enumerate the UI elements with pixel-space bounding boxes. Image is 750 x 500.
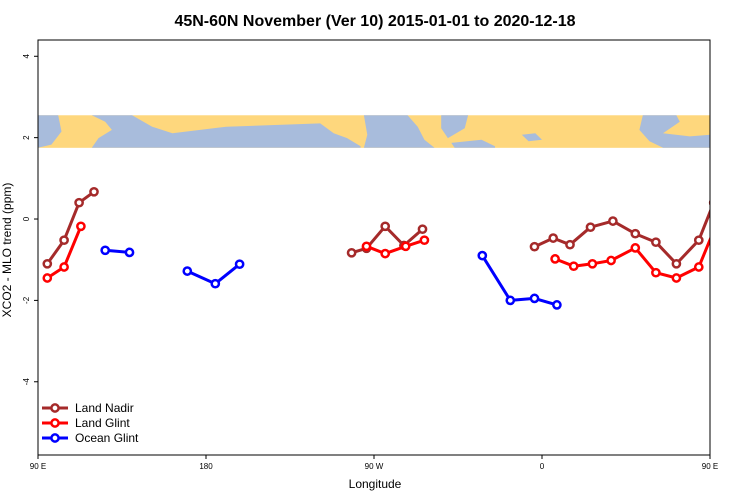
legend-swatch-marker [50,403,60,413]
data-point-land-nadir [565,239,575,250]
series-land-glint [42,221,719,283]
data-point-land-glint [606,255,616,266]
series-line-land-glint [365,238,425,256]
data-point-ocean-glint [100,245,111,256]
data-point-land-nadir [346,247,357,258]
data-point-land-nadir [693,235,704,246]
data-point-land-glint [419,235,430,246]
y-axis-label: XCO2 - MLO trend (ppm) [0,183,14,318]
data-point-land-glint [400,241,411,252]
data-point-land-glint [712,223,719,230]
map-band-ocean [91,115,361,148]
data-point-land-glint [42,273,53,283]
plot-frame [37,39,711,456]
data-point-ocean-glint [477,250,488,261]
y-tick-label: -4 [22,378,31,386]
data-point-land-nadir [42,258,53,269]
y-tick-label: 2 [22,135,31,140]
map-band-ocean [521,133,542,142]
x-tick-label: 90 E [30,462,46,471]
data-point-land-glint [380,248,391,259]
x-tick-label: 90 W [365,462,384,471]
map-band-ocean [639,115,710,148]
legend-label: Land Nadir [75,401,134,415]
data-point-land-nadir [671,258,682,269]
data-point-land-glint [651,267,661,278]
data-point-land-nadir [417,224,428,235]
map-band [38,115,710,148]
data-point-land-nadir [725,188,732,195]
data-point-land-glint [550,254,560,264]
map-band-ocean [38,115,62,148]
legend-item-land-nadir: Land Nadir [42,401,134,415]
data-point-ocean-glint [210,278,221,289]
data-point-ocean-glint [552,300,562,310]
x-tick-label: 0 [540,462,545,471]
series-line-land-nadir [533,207,710,266]
data-point-ocean-glint [736,247,743,254]
data-point-land-nadir [529,241,540,252]
data-point-land-glint [630,243,641,253]
series-ocean-glint [100,245,750,310]
y-axis: -4 -2 0 2 4 [22,54,38,386]
data-point-ocean-glint [182,266,193,276]
data-point-land-nadir [59,235,69,246]
data-point-ocean-glint [124,247,135,258]
y-tick-label: 4 [22,54,31,59]
chart-title: 45N-60N November (Ver 10) 2015-01-01 to … [174,13,575,30]
map-band-ocean [451,139,495,148]
data-point-land-nadir [548,233,559,243]
legend-label: Land Glint [75,416,130,430]
legend-swatch-marker [50,433,60,443]
y-tick-label: 0 [22,216,31,221]
data-point-ocean-glint [234,259,245,270]
data-point-land-nadir [74,197,84,208]
x-axis-label: Longitude [349,477,402,491]
data-point-land-nadir [585,222,596,233]
data-point-land-glint [671,273,682,283]
series-line-land-nadir [46,190,95,265]
data-point-land-nadir [380,221,391,232]
data-point-land-glint [693,262,704,272]
data-point-land-glint [59,262,69,272]
series-layer [42,186,750,310]
legend-item-land-glint: Land Glint [42,416,130,430]
data-point-land-nadir [89,186,99,197]
data-point-land-glint [568,261,579,272]
series-line-ocean-glint [481,254,558,307]
x-tick-label: 180 [199,462,213,471]
data-point-land-glint [587,258,598,269]
x-tick-label: 90 E [702,462,718,471]
x-axis: 90 E 180 90 W 0 90 E [30,455,718,471]
map-band-ocean [363,115,435,148]
legend-label: Ocean Glint [75,431,139,445]
data-point-land-nadir [708,199,710,206]
data-point-ocean-glint [505,295,516,306]
series-line-ocean-glint [740,250,750,252]
data-point-land-nadir [630,228,641,239]
data-point-land-nadir [651,237,661,248]
y-tick-label: -2 [22,296,31,304]
legend-item-ocean-glint: Ocean Glint [42,431,139,445]
legend-swatch-marker [50,418,60,428]
data-point-land-glint [361,241,372,252]
data-point-land-glint [76,221,86,232]
data-point-land-nadir [608,216,618,226]
map-band-ocean [441,115,469,139]
data-point-ocean-glint [529,293,540,304]
